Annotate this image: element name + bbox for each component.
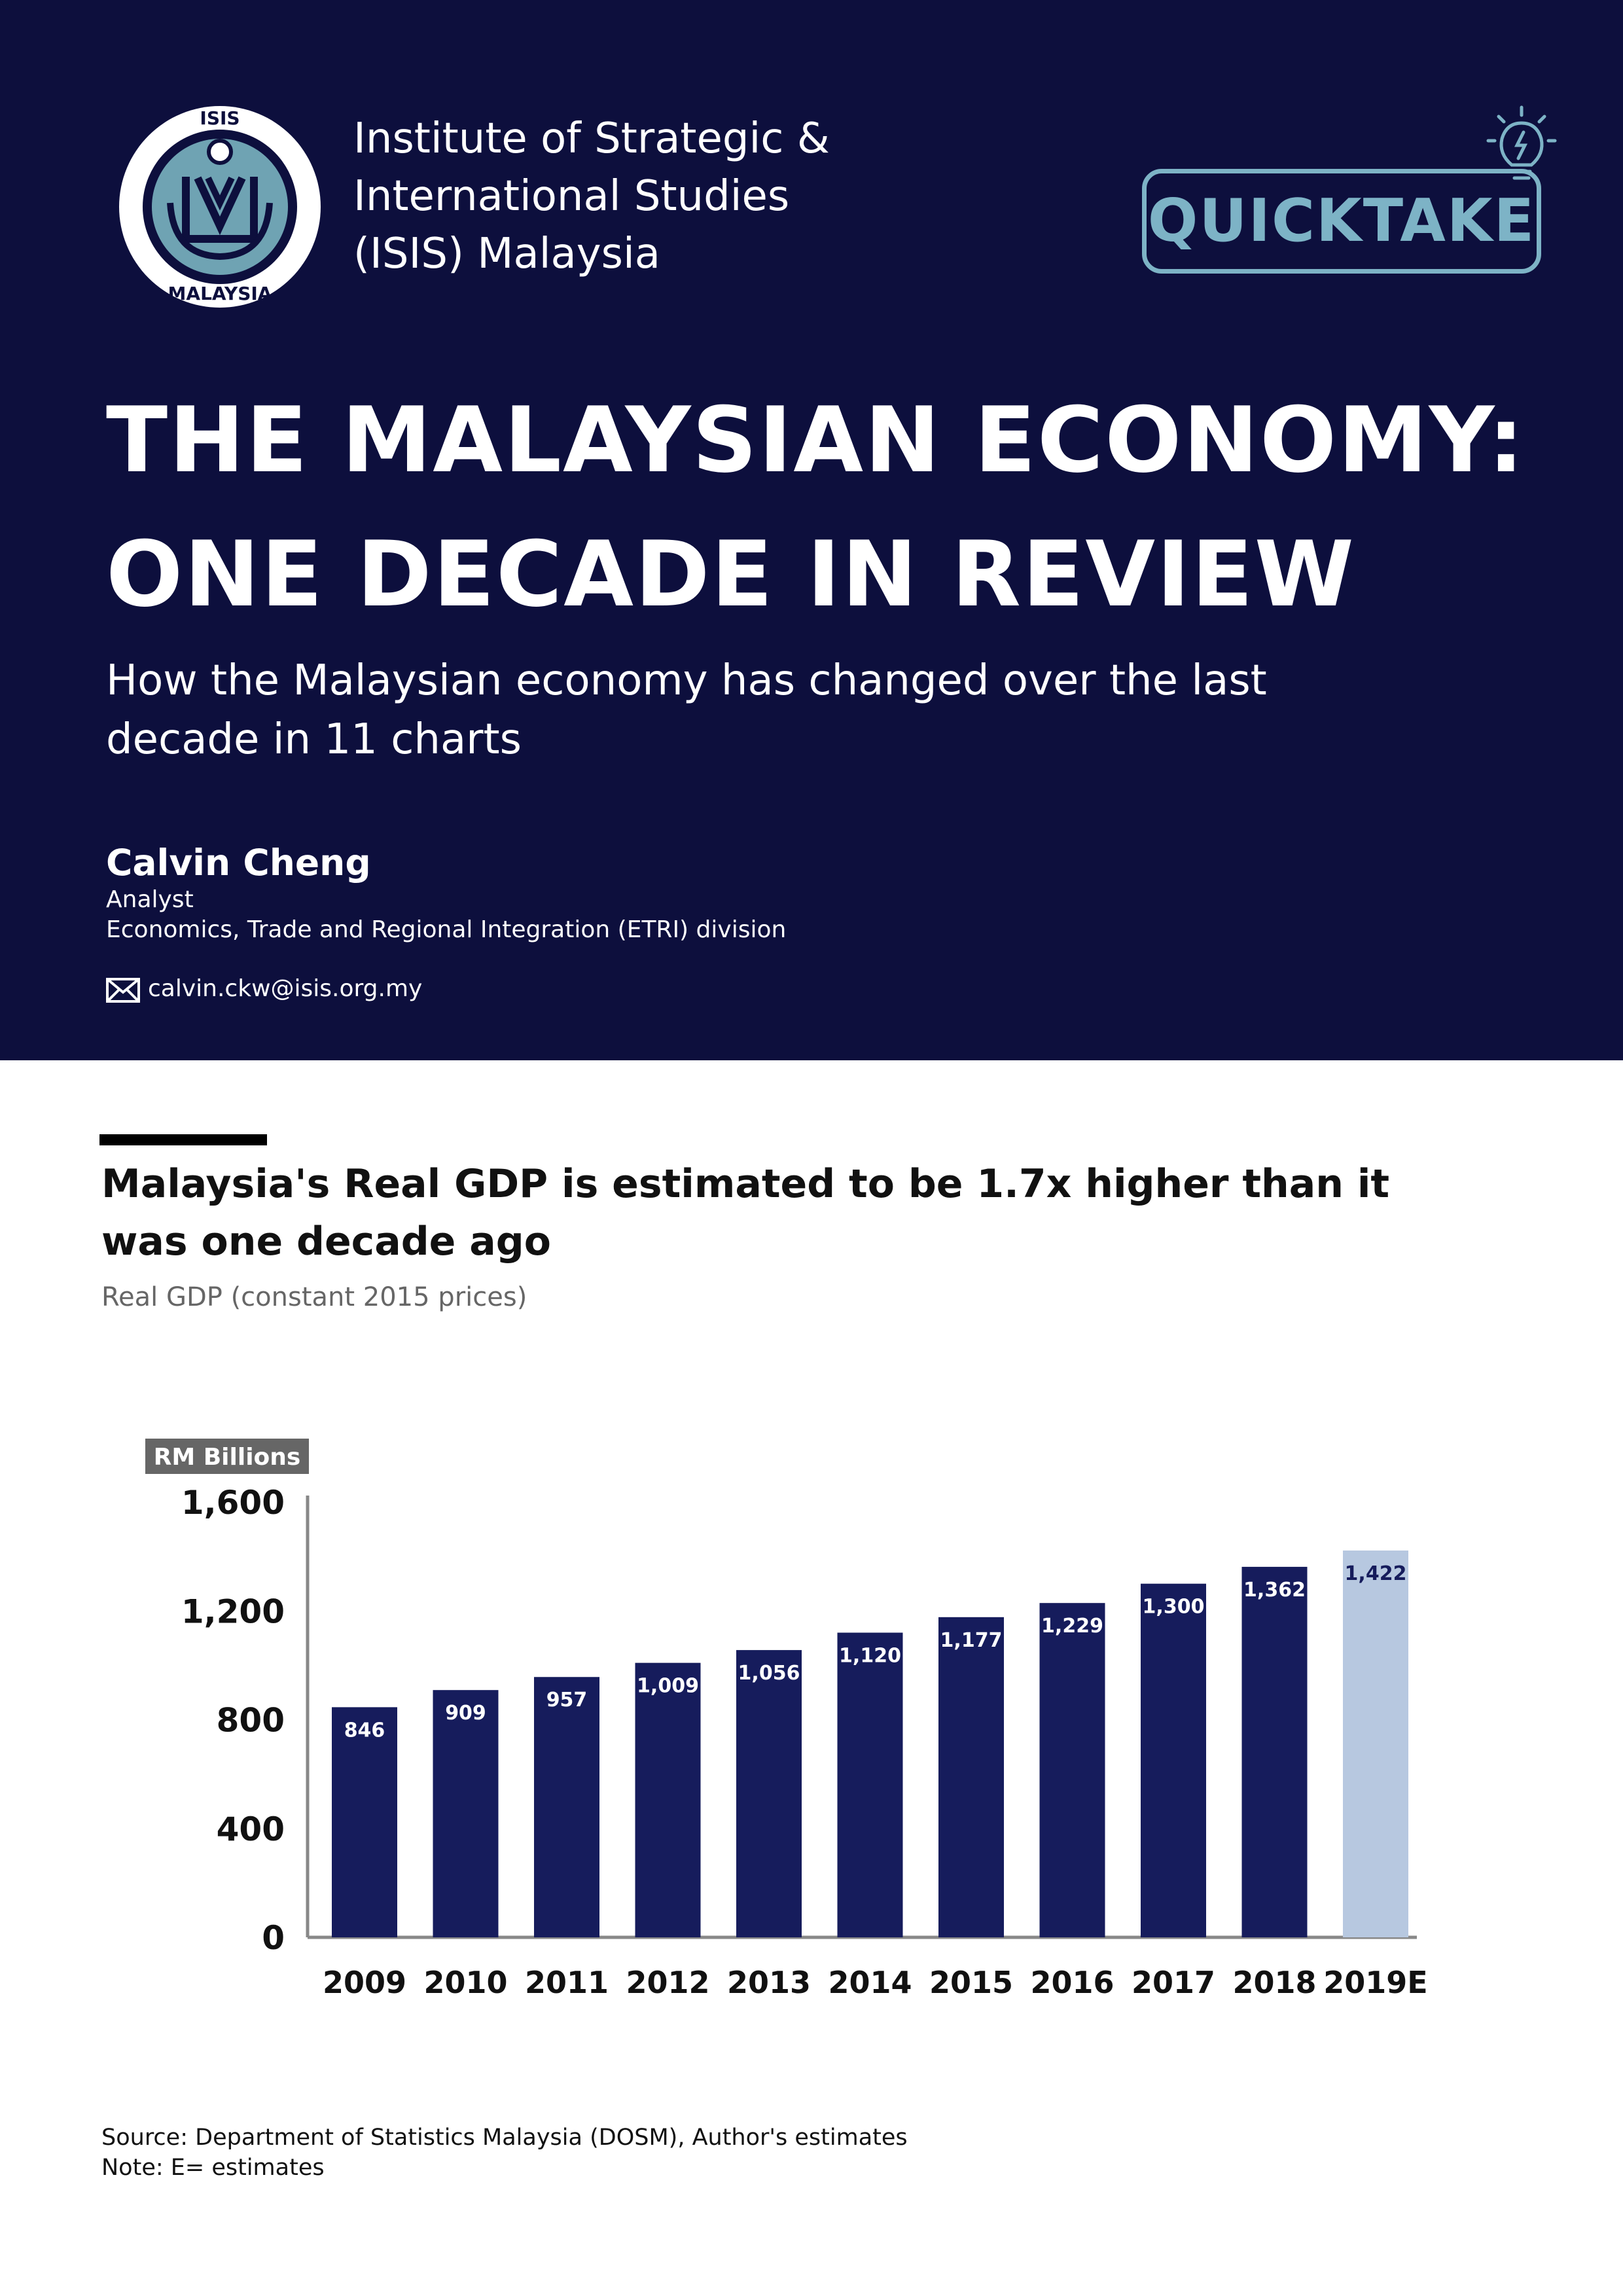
x-tick-label: 2011 [525,1965,609,2000]
bar-value-label: 1,229 [1041,1615,1103,1638]
y-axis-label-badge [145,1439,309,1474]
bar [1241,1566,1308,1937]
lightbulb-icon [1486,105,1557,180]
bar [433,1690,499,1937]
institute-name: Institute of Strategic & International S… [353,110,942,283]
institute-line: (ISIS) Malaysia [353,230,660,278]
bar [635,1662,701,1937]
logo-top-text: ISIS [200,107,240,129]
bar-value-label: 846 [344,1719,385,1742]
bar-value-label: 909 [445,1702,486,1725]
bar-value-label: 957 [546,1689,588,1712]
section-rule [99,1134,267,1145]
bar-value-label: 1,177 [940,1629,1003,1652]
subtitle-line: decade in 11 charts [106,715,522,764]
envelope-icon [106,978,140,1003]
bar-value-label: 1,300 [1143,1596,1205,1619]
x-tick-label: 2013 [727,1965,811,2000]
x-tick-label: 2016 [1030,1965,1114,2000]
bar-value-label: 1,422 [1345,1562,1407,1585]
source-note: Source: Department of Statistics Malaysi… [101,2125,908,2151]
x-tick-label: 2017 [1132,1965,1215,2000]
header-banner: ISIS MALAYSIA Institute of Strategic & I… [0,0,1623,1060]
bar-value-label: 1,120 [839,1645,901,1668]
author-role: Analyst [106,886,194,913]
x-tick-label: 2010 [423,1965,507,2000]
bar-value-label: 1,009 [637,1675,699,1698]
x-tick-label: 2015 [929,1965,1013,2000]
bar [837,1632,903,1937]
bar [736,1650,802,1937]
estimate-note: Note: E= estimates [101,2155,325,2181]
isis-logo: ISIS MALAYSIA [119,106,321,308]
bar-value-label: 1,362 [1243,1579,1306,1602]
title-line: ONE DECADE IN REVIEW [106,522,1355,627]
y-tick-label: 400 [217,1810,285,1848]
chart-title: Malaysia's Real GDP is estimated to be 1… [101,1155,1508,1270]
y-tick-label: 0 [262,1919,285,1957]
bar-value-label: 1,056 [738,1662,800,1685]
title-line: THE MALAYSIAN ECONOMY: [106,387,1525,493]
author-division: Economics, Trade and Regional Integratio… [106,916,787,943]
bar [1343,1550,1408,1937]
subtitle-line: How the Malaysian economy has changed ov… [106,656,1267,705]
chart-title-line: Malaysia's Real GDP is estimated to be 1… [101,1161,1390,1207]
page-subtitle: How the Malaysian economy has changed ov… [106,651,1349,769]
bar [1141,1583,1206,1937]
x-tick-label: 2012 [626,1965,709,2000]
chart-title-line: was one decade ago [101,1219,551,1265]
y-tick-label: 1,600 [181,1484,285,1522]
bar [332,1707,397,1937]
x-tick-label: 2009 [323,1965,406,2000]
author-email[interactable]: calvin.ckw@isis.org.my [148,975,423,1002]
bar [938,1617,1004,1937]
quicktake-badge: QUICKTAKE [1142,169,1541,274]
x-tick-label: 2018 [1232,1965,1316,2000]
institute-line: Institute of Strategic & [353,115,830,163]
gdp-bar-chart: RM Billions 0 400 800 1,200 1,600 846 2009 909 20… [145,1439,1428,2000]
institute-line: International Studies [353,172,790,221]
bar [534,1677,599,1937]
logo-bottom-text: MALAYSIA [168,283,272,304]
y-tick-label: 1,200 [181,1592,285,1630]
y-axis-label: RM Billions [154,1444,301,1471]
page-title: THE MALAYSIAN ECONOMY: ONE DECADE IN REV… [106,373,1578,641]
chart-subtitle: Real GDP (constant 2015 prices) [101,1282,527,1312]
y-tick-label: 800 [217,1702,285,1740]
x-tick-label: 2019E [1323,1965,1427,2000]
x-tick-label: 2014 [828,1965,912,2000]
bar [1039,1603,1105,1937]
author-name: Calvin Cheng [106,842,371,884]
